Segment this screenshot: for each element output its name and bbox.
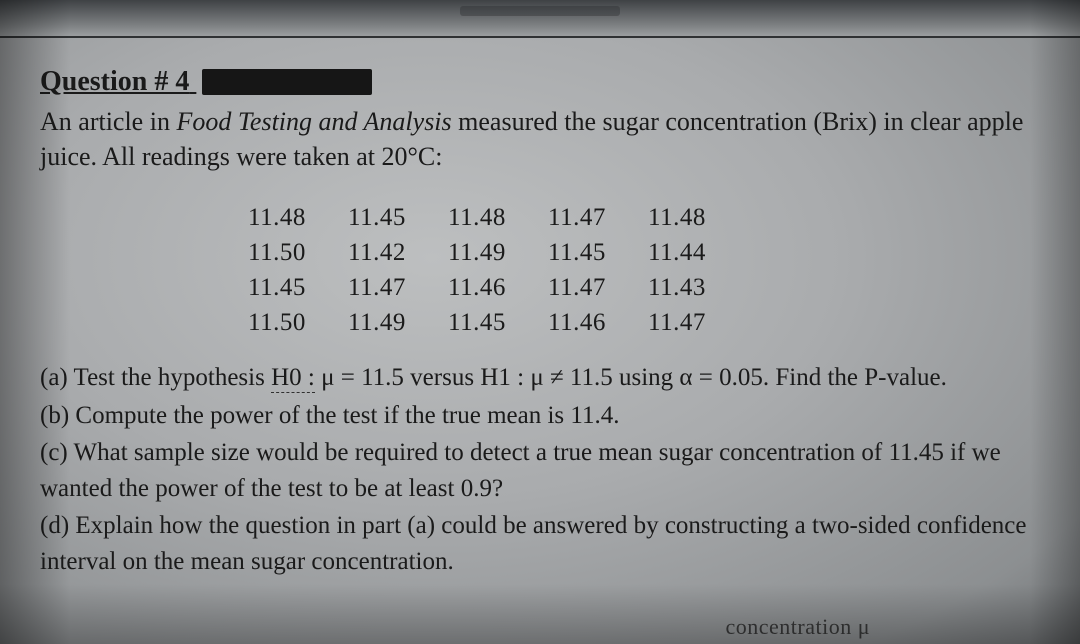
data-cell: 11.50 (248, 305, 320, 340)
data-cell: 11.47 (648, 305, 720, 340)
part-c: (c) What sample size would be required t… (40, 435, 1036, 506)
data-cell: 11.46 (448, 270, 520, 305)
part-a-pre: (a) Test the hypothesis (40, 364, 271, 391)
data-row: 11.50 11.42 11.49 11.45 11.44 (248, 235, 828, 270)
vignette-right (1030, 0, 1080, 644)
photo-top-edge (0, 0, 1080, 38)
cropped-footer-text: concentration μ (725, 614, 870, 640)
question-parts: (a) Test the hypothesis H0 : μ = 11.5 ve… (40, 360, 1036, 579)
data-cell: 11.44 (648, 235, 720, 270)
data-cell: 11.42 (348, 235, 420, 270)
data-cell: 11.50 (248, 235, 320, 270)
data-cell: 11.46 (548, 305, 620, 340)
data-row: 11.48 11.45 11.48 11.47 11.48 (248, 200, 828, 235)
data-grid: 11.48 11.45 11.48 11.47 11.48 11.50 11.4… (248, 200, 828, 340)
redacted-block (202, 69, 372, 95)
question-prompt: An article in Food Testing and Analysis … (40, 104, 1036, 174)
journal-name: Food Testing and Analysis (176, 107, 451, 136)
data-cell: 11.45 (448, 305, 520, 340)
p-value-label: P-value. (864, 364, 947, 391)
h0-label: H0 : (271, 364, 315, 393)
page: Question # 4 An article in Food Testing … (0, 0, 1080, 644)
part-a-mid2: μ ≠ 11.5 using α = 0.05. Find the (524, 364, 864, 391)
data-cell: 11.47 (548, 200, 620, 235)
data-cell: 11.45 (348, 200, 420, 235)
part-a: (a) Test the hypothesis H0 : μ = 11.5 ve… (40, 360, 1036, 396)
data-cell: 11.45 (548, 235, 620, 270)
data-row: 11.50 11.49 11.45 11.46 11.47 (248, 305, 828, 340)
data-cell: 11.48 (448, 200, 520, 235)
part-d: (d) Explain how the question in part (a)… (40, 508, 1036, 579)
data-cell: 11.49 (348, 305, 420, 340)
vignette-bottom (0, 584, 1080, 644)
question-number: Question # 4 (40, 66, 189, 97)
data-cell: 11.47 (548, 270, 620, 305)
data-row: 11.45 11.47 11.46 11.47 11.43 (248, 270, 828, 305)
binding-notch (460, 6, 620, 16)
part-a-mid1: μ = 11.5 versus (315, 364, 480, 391)
data-cell: 11.48 (648, 200, 720, 235)
part-b: (b) Compute the power of the test if the… (40, 398, 1036, 434)
h1-label: H1 : (480, 364, 524, 391)
data-cell: 11.47 (348, 270, 420, 305)
data-cell: 11.43 (648, 270, 720, 305)
prompt-pre: An article in (40, 107, 176, 136)
data-cell: 11.49 (448, 235, 520, 270)
data-cell: 11.45 (248, 270, 320, 305)
data-cell: 11.48 (248, 200, 320, 235)
question-header: Question # 4 (40, 66, 1036, 98)
